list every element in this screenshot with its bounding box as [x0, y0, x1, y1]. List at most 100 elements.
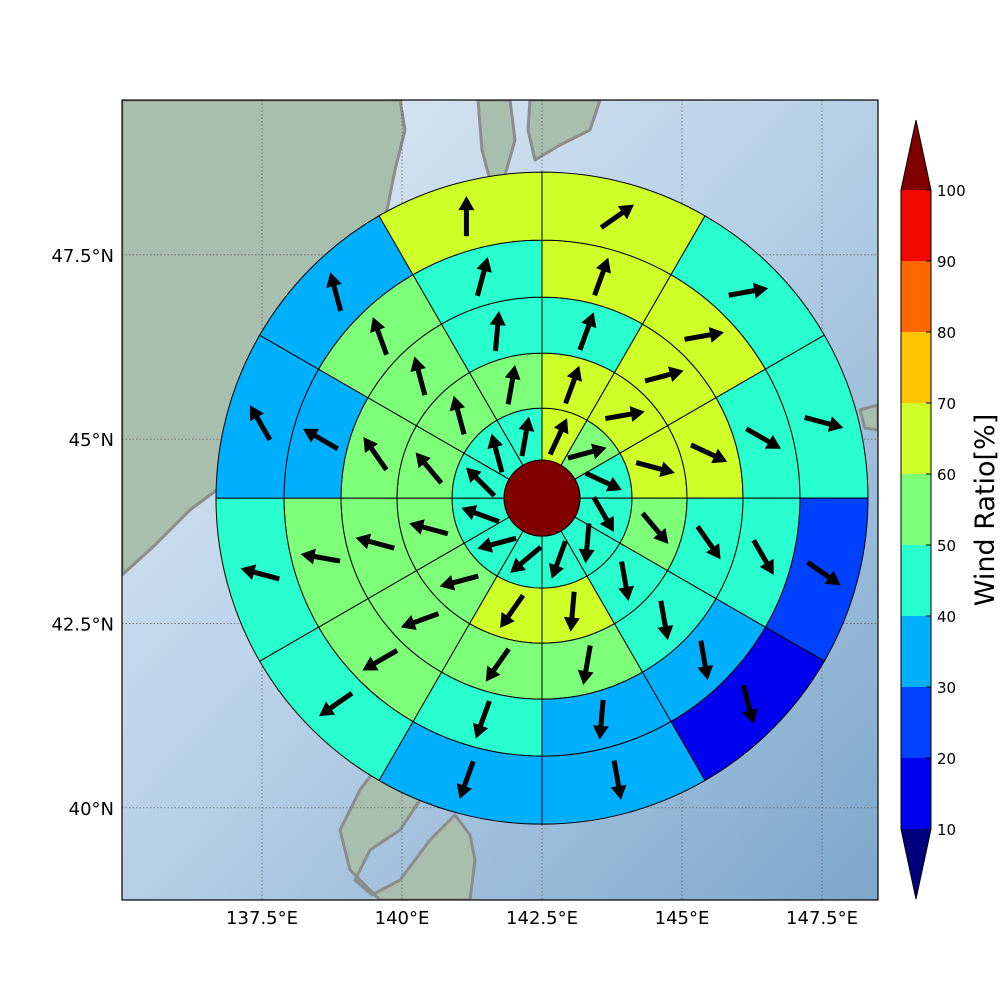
wind-arrow-r4-s8: [362, 648, 399, 671]
colorbar-level-3: [901, 616, 931, 687]
wind-arrow-r2-s1: [563, 365, 582, 405]
wind-arrow-r1-s9: [461, 505, 500, 524]
colorbar-level-6: [901, 403, 931, 474]
wind-arrow-r3-s3: [689, 442, 728, 464]
colorbar-level-2: [901, 687, 931, 758]
x-tick-label: 140°E: [375, 908, 430, 929]
wind-arrow-r3-s12: [489, 311, 506, 352]
y-tick-label: 47.5°N: [51, 246, 114, 267]
wind-arrow-r2-s7: [500, 593, 526, 629]
wind-arrow-r3-s7: [485, 647, 511, 682]
wind-arrow-r5-s11: [326, 272, 344, 312]
wind-arrow-r1-s8: [477, 535, 517, 553]
land-mass-5: [858, 403, 878, 432]
wind-arrow-r4-s6: [592, 699, 609, 740]
x-tick-label: 142.5°E: [506, 908, 578, 929]
wind-arrow-r2-s6: [563, 591, 580, 632]
wind-arrow-r4-s2: [684, 326, 724, 343]
wind-arrow-r1-s4: [591, 496, 614, 533]
colorbar-level-1: [901, 758, 931, 829]
wind-arrow-r4-s11: [370, 317, 389, 356]
wind-arrow-r1-s5: [578, 523, 595, 564]
wind-arrow-r1-s11: [487, 433, 505, 473]
wind-arrow-r1-s6: [548, 540, 568, 579]
y-tick-label: 42.5°N: [51, 615, 114, 636]
wind-arrow-r4-s12: [475, 257, 492, 297]
wind-arrow-r4-s9: [300, 548, 341, 565]
colorbar-tick-label: 90: [937, 253, 956, 271]
wind-arrow-r3-s1: [577, 312, 597, 351]
wind-arrow-r4-s10: [302, 428, 339, 451]
wind-arrow-r5-s2: [728, 282, 769, 299]
y-tick-label: 45°N: [69, 430, 114, 451]
wind-arrow-r5-s10: [249, 405, 273, 442]
colorbar-level-5: [901, 474, 931, 545]
colorbar: 10 20 30 40 50 60 70 80 90 100: [900, 119, 966, 900]
wind-arrow-r2-s12: [504, 364, 521, 405]
wind-sectors: [215, 171, 869, 825]
colorbar-tick-label: 60: [937, 466, 956, 484]
wind-arrow-r5-s12: [458, 196, 475, 237]
wind-arrow-r4-s5: [697, 640, 714, 681]
wind-arrow-r3-s8: [400, 611, 440, 631]
colorbar-level-9: [901, 190, 931, 261]
colorbar-tick-label: 70: [937, 395, 956, 413]
wind-arrow-r2-s8: [439, 573, 479, 591]
colorbar-tick-label: 50: [937, 537, 956, 555]
colorbar-tick-label: 40: [937, 608, 956, 626]
wind-arrow-r3-s2: [644, 366, 684, 384]
wind-arrow-r3-s4: [695, 525, 721, 560]
y-tick-label: 40°N: [69, 799, 114, 820]
sector-r5-s12: [378, 171, 543, 276]
colorbar-level-7: [901, 332, 931, 403]
wind-arrow-r1-s2: [567, 443, 607, 461]
wind-arrow-r1-s1: [547, 418, 569, 456]
wind-arrow-r1-s7: [510, 545, 543, 573]
colorbar-tick-label: 20: [937, 750, 956, 768]
wind-arrow-r5-s7: [456, 760, 476, 800]
colorbar-level-8: [901, 261, 931, 332]
wind-arrow-r2-s3: [635, 460, 675, 478]
colorbar-tick-label: 80: [937, 324, 956, 342]
x-tick-label: 145°E: [655, 908, 710, 929]
axis-ticks: 137.5°E 140°E 142.5°E 145°E 147.5°E 40°N 42.5°…: [51, 246, 858, 929]
wind-arrow-r2-s4: [640, 511, 669, 544]
colorbar-tick-label: 100: [937, 182, 966, 200]
wind-arrow-r3-s9: [355, 533, 395, 551]
colorbar-high-extend: [901, 120, 931, 190]
center-disk: [503, 459, 581, 537]
wind-arrows: [240, 196, 844, 800]
colorbar-low-extend: [901, 829, 931, 899]
wind-arrow-r5-s4: [806, 560, 841, 586]
wind-arrow-r1-s10: [466, 467, 497, 498]
wind-arrow-r2-s5: [618, 561, 635, 601]
wind-arrow-r5-s6: [610, 760, 627, 800]
map-frame: [121, 99, 879, 901]
wind-arrow-r2-s2: [604, 406, 645, 422]
x-tick-label: 137.5°E: [226, 908, 298, 929]
wind-arrow-r2-s10: [415, 452, 444, 485]
wind-arrow-r5-s1: [599, 204, 634, 230]
colorbar-tick-label: 10: [937, 821, 956, 839]
wind-arrow-r3-s10: [363, 436, 389, 472]
wind-arrow-r3-s11: [410, 356, 428, 396]
x-tick-label: 147.5°E: [786, 908, 858, 929]
wind-arrow-r2-s11: [449, 395, 467, 436]
wind-arrow-r1-s3: [584, 470, 622, 492]
wind-arrow-r2-s9: [409, 519, 449, 537]
wind-arrow-r5-s3: [804, 414, 844, 432]
wind-arrow-r1-s12: [518, 416, 535, 457]
wind-arrow-r5-s8: [319, 691, 354, 717]
wind-arrow-r4-s1: [592, 257, 611, 297]
wind-arrow-r5-s5: [740, 684, 758, 724]
colorbar-level-4: [901, 545, 931, 616]
wind-arrow-r3-s6: [577, 645, 594, 685]
wind-arrow-r4-s7: [473, 700, 492, 739]
wind-arrow-r3-s5: [657, 600, 674, 641]
land-mass-3: [526, 100, 602, 162]
wind-arrow-r4-s4: [751, 538, 774, 575]
wind-arrow-r4-s3: [745, 426, 782, 449]
colorbar-label: Wind Ratio[%]: [970, 414, 1000, 606]
colorbar-tick-label: 30: [937, 679, 956, 697]
